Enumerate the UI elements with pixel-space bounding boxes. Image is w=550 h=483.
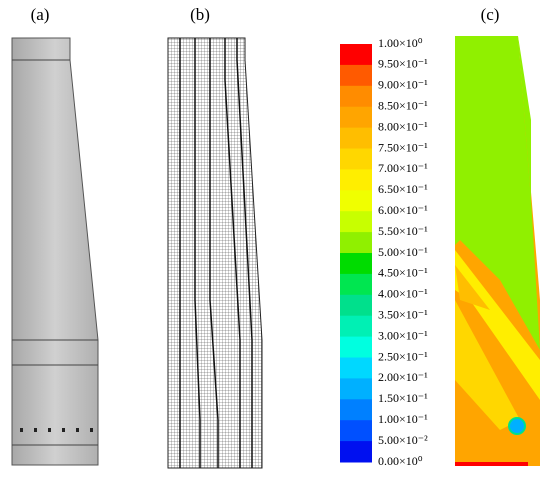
color-swatch <box>340 127 372 149</box>
colorbar-label: 6.00×10⁻¹ <box>378 203 428 217</box>
color-swatch <box>340 253 372 275</box>
colorbar-label: 2.00×10⁻¹ <box>378 370 428 384</box>
color-swatch <box>340 357 372 379</box>
color-swatch <box>340 315 372 338</box>
colorbar-label: 1.00×10⁻¹ <box>378 412 428 426</box>
color-swatch <box>340 64 372 87</box>
colorbar-label: 7.00×10⁻¹ <box>378 161 428 175</box>
color-swatch <box>340 85 372 108</box>
colorbar-label: 9.00×10⁻¹ <box>378 78 428 92</box>
color-swatch <box>340 378 372 400</box>
colorbar-label: 2.50×10⁻¹ <box>378 349 428 363</box>
colorbar-label: 3.00×10⁻¹ <box>378 328 428 342</box>
colorbar-label: 4.00×10⁻¹ <box>378 287 428 301</box>
colorbar-label: 5.00×10⁻¹ <box>378 245 428 259</box>
colorbar-label: 4.50×10⁻¹ <box>378 266 428 280</box>
panel-label: (a) <box>31 5 50 24</box>
color-swatch <box>340 273 372 296</box>
colorbar-label: 9.50×10⁻¹ <box>378 57 428 71</box>
color-swatch <box>340 294 372 317</box>
panel-label: (b) <box>190 5 210 24</box>
color-swatch <box>340 148 372 170</box>
colorbar-label: 1.00×10⁰ <box>378 36 423 50</box>
color-swatch <box>340 211 372 233</box>
color-swatch <box>340 441 372 463</box>
colorbar-label: 8.50×10⁻¹ <box>378 98 428 112</box>
colorbar-label: 5.50×10⁻¹ <box>378 224 428 238</box>
colorbar-label: 0.00×10⁰ <box>378 454 423 468</box>
colorbar-label: 5.00×10⁻² <box>378 433 428 447</box>
colorbar-label: 7.50×10⁻¹ <box>378 140 428 154</box>
color-swatch <box>340 399 372 421</box>
mesh-model <box>167 37 263 469</box>
color-swatch <box>340 336 372 358</box>
color-swatch <box>340 232 372 254</box>
contour-plot <box>455 36 540 466</box>
model-geometry <box>11 37 99 466</box>
color-swatch <box>340 190 372 212</box>
color-swatch <box>340 44 372 66</box>
colorbar: 1.00×10⁰ 9.50×10⁻¹ 9.00×10⁻¹ 8.50×10⁻¹ 8.00×… <box>340 36 428 468</box>
colorbar-label: 8.00×10⁻¹ <box>378 119 428 133</box>
color-swatch <box>340 169 372 191</box>
color-swatch <box>340 106 372 129</box>
colorbar-label: 3.50×10⁻¹ <box>378 307 428 321</box>
panel-label: (c) <box>481 5 500 24</box>
colorbar-label: 6.50×10⁻¹ <box>378 182 428 196</box>
color-swatch <box>340 420 372 442</box>
colorbar-label: 1.50×10⁻¹ <box>378 391 428 405</box>
